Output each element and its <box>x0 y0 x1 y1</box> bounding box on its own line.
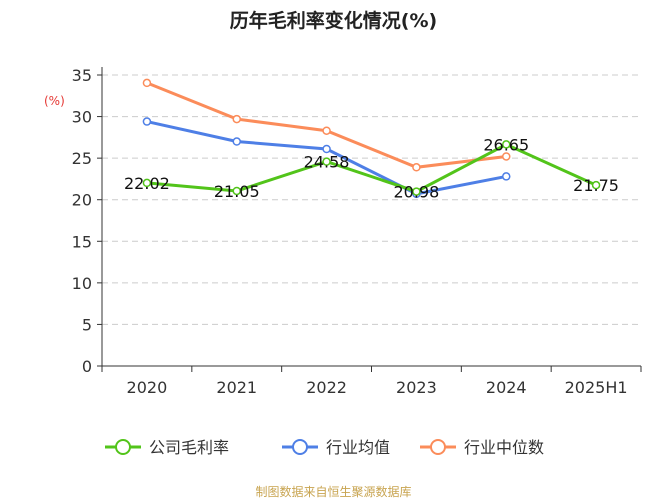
data-point <box>142 178 152 188</box>
legend-label: 行业均值 <box>326 438 390 457</box>
y-tick-label: 30 <box>72 108 92 127</box>
data-point <box>412 163 421 172</box>
legend-marker <box>292 439 308 455</box>
y-tick-label: 35 <box>72 66 92 85</box>
data-point <box>142 78 152 88</box>
y-axis-label: (%) <box>44 94 65 108</box>
chart-title: 历年毛利率变化情况(%) <box>229 10 438 32</box>
data-label: 21.05 <box>214 182 260 201</box>
legend-marker <box>115 439 131 455</box>
x-tick-label: 2023 <box>396 378 437 397</box>
series-line-0 <box>146 142 597 194</box>
data-label: 22.02 <box>124 174 170 193</box>
y-tick-label: 10 <box>72 274 92 293</box>
data-point <box>412 187 421 196</box>
legend-label: 公司毛利率 <box>149 438 229 457</box>
x-tick-label: 2024 <box>486 378 527 397</box>
data-label: 26.65 <box>483 135 529 154</box>
data-label: 20.98 <box>394 183 440 202</box>
data-point <box>502 140 511 149</box>
y-tick-label: 20 <box>72 191 92 210</box>
data-point <box>502 152 511 161</box>
y-tick-label: 15 <box>72 232 92 251</box>
x-tick-label: 2025H1 <box>565 378 628 397</box>
data-point <box>232 186 241 196</box>
data-point <box>232 114 241 124</box>
data-point <box>591 180 601 190</box>
data-label: 21.75 <box>573 176 619 195</box>
data-label: 24.58 <box>304 153 350 172</box>
y-tick-label: 0 <box>82 357 92 376</box>
source-note: 制图数据来自恒生聚源数据库 <box>255 485 412 499</box>
data-point <box>322 144 331 154</box>
legend-label: 行业中位数 <box>464 438 544 457</box>
data-point <box>142 117 152 126</box>
x-tick-label: 2022 <box>306 378 347 397</box>
y-tick-label: 5 <box>82 315 92 334</box>
x-tick-label: 2020 <box>127 378 168 397</box>
data-point <box>502 172 511 181</box>
x-tick-label: 2021 <box>216 378 257 397</box>
data-point <box>322 126 331 135</box>
y-tick-label: 25 <box>72 149 92 168</box>
data-point <box>232 137 241 146</box>
legend-marker <box>430 439 446 455</box>
data-point <box>322 157 331 166</box>
